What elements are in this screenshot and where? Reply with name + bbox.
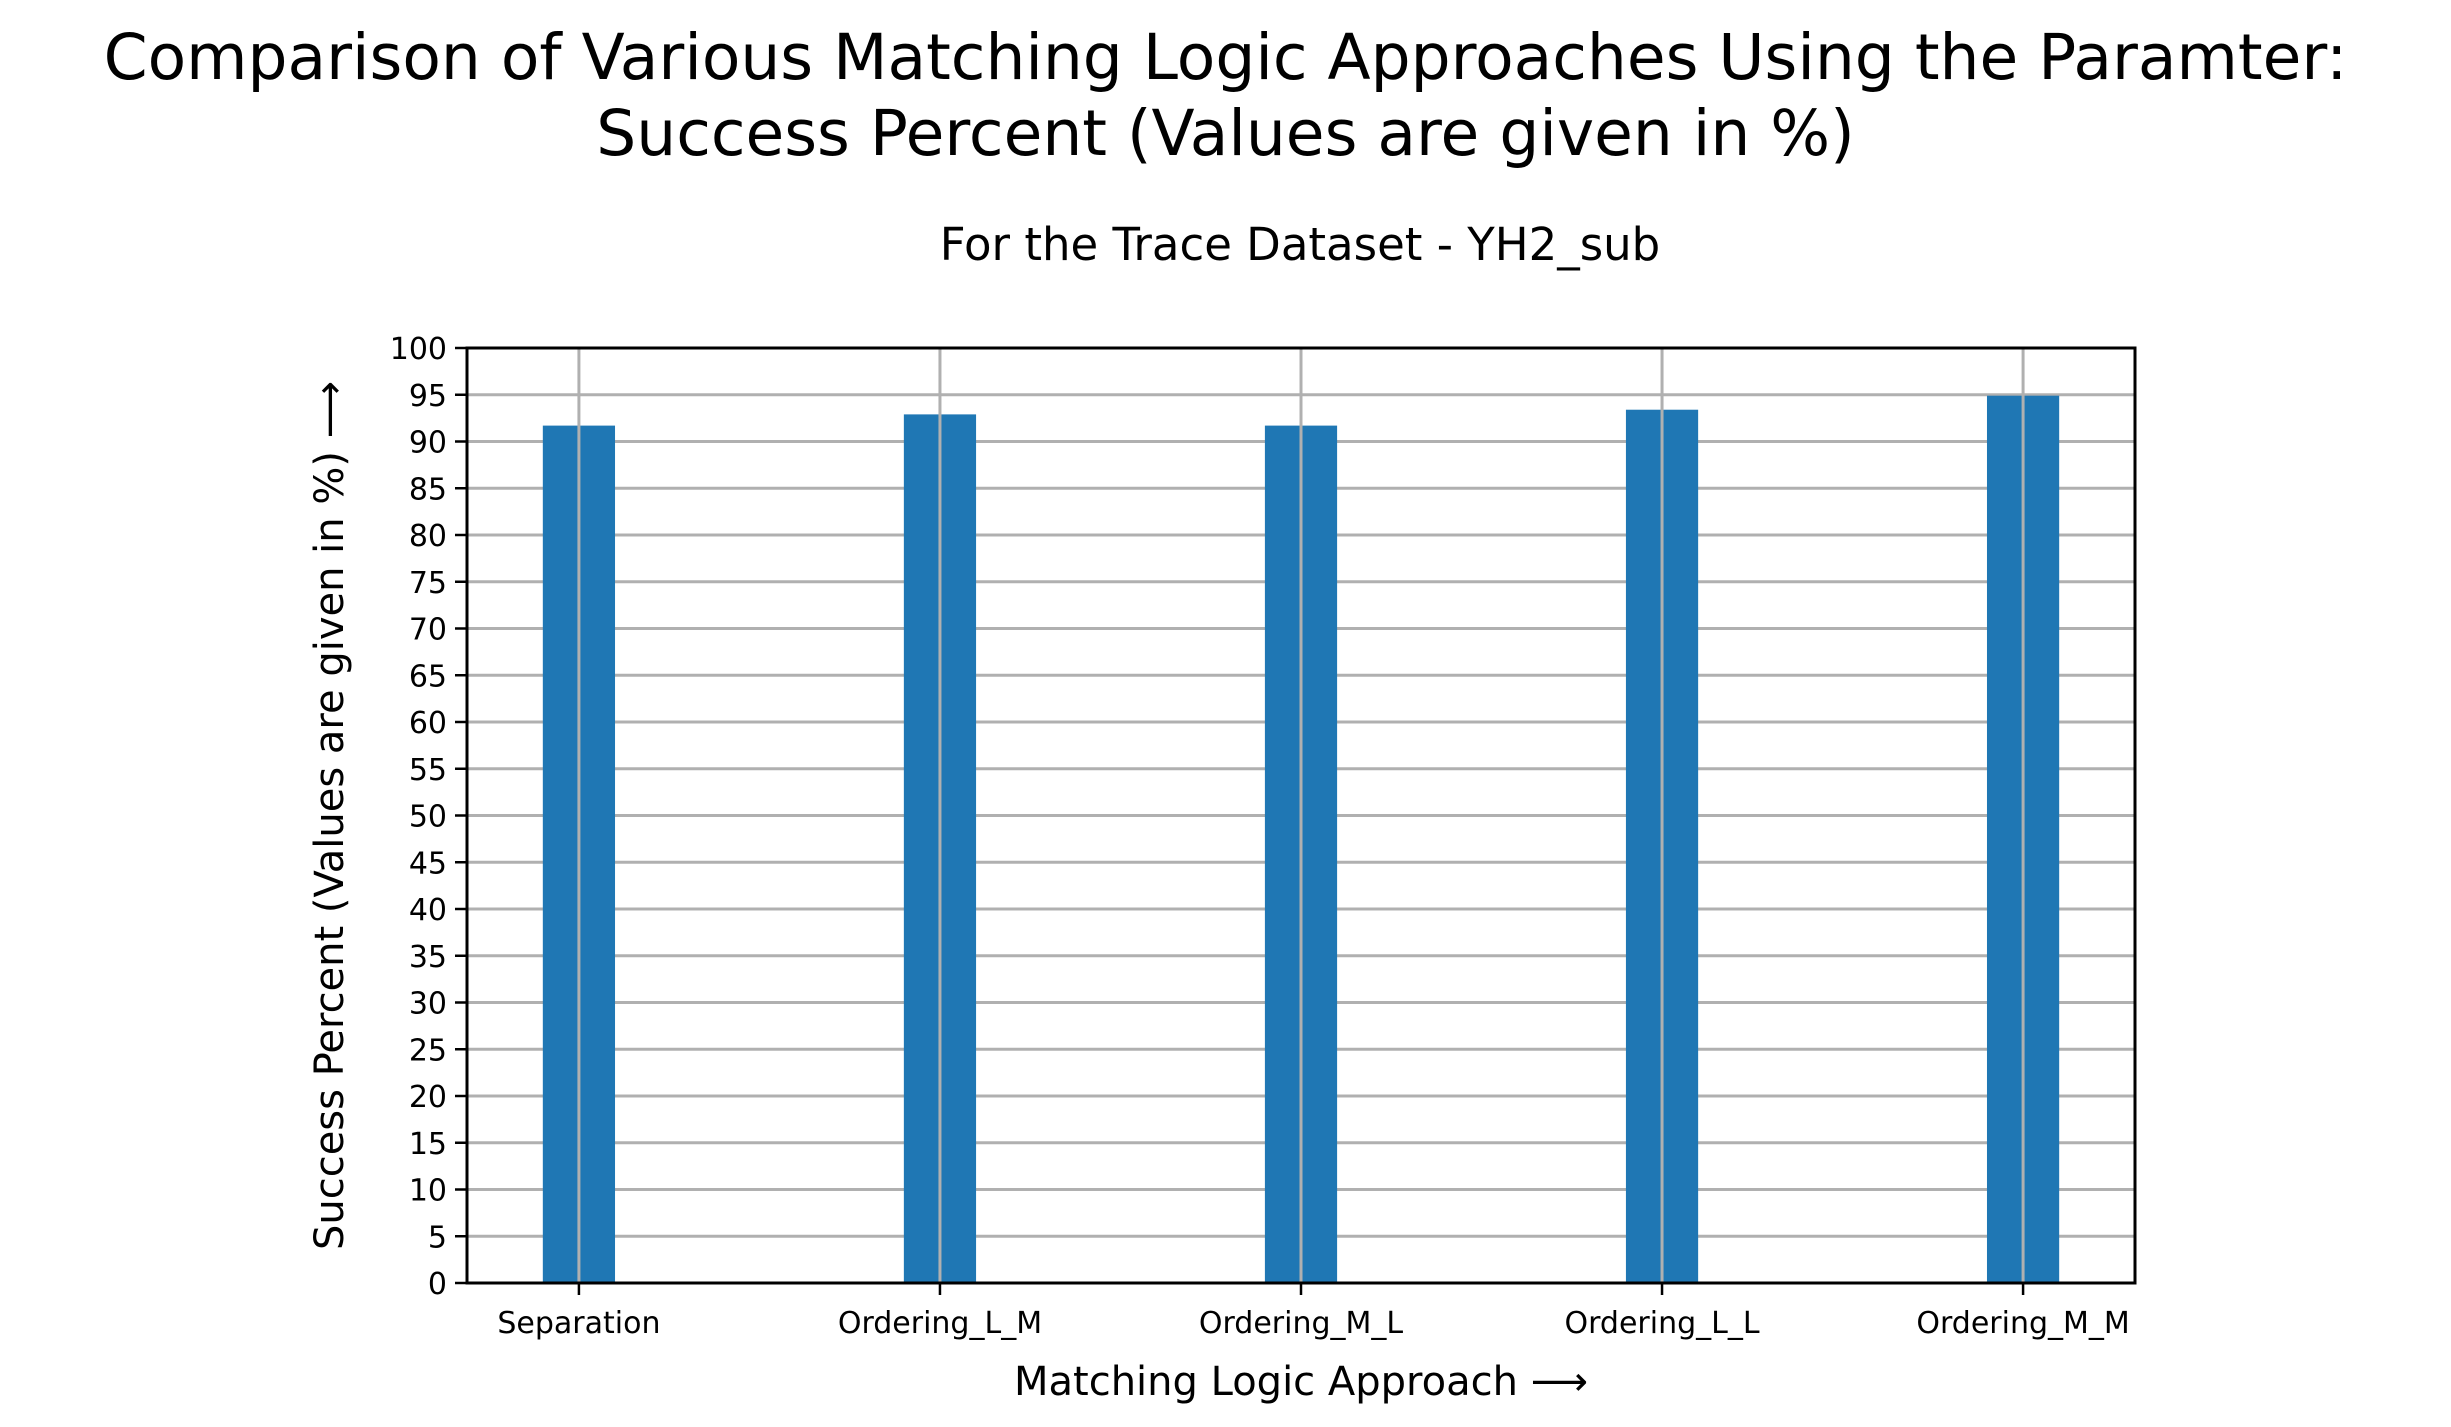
y-tick-label: 80 [409, 519, 447, 554]
y-axis-label: Success Percent (Values are given in %) … [307, 381, 353, 1250]
y-tick-label: 0 [428, 1267, 447, 1302]
y-tick-label: 35 [409, 940, 447, 975]
y-tick-label: 90 [409, 426, 447, 461]
chart-subtitle: For the Trace Dataset - YH2_sub [939, 218, 1661, 271]
x-axis-label: Matching Logic Approach ⟶ [1014, 1359, 1588, 1405]
y-tick-label: 75 [409, 566, 447, 601]
y-tick-label: 50 [409, 800, 447, 835]
y-tick-label: 95 [409, 379, 447, 414]
y-tick-label: 5 [428, 1220, 447, 1255]
y-tick-label: 30 [409, 987, 447, 1022]
x-tick-label: Ordering_L_M [838, 1306, 1042, 1341]
x-tick-label: Ordering_L_L [1564, 1306, 1759, 1341]
y-tick-label: 45 [409, 846, 447, 881]
y-tick-label: 25 [409, 1033, 447, 1068]
vertical-grid-layer [577, 348, 2025, 1283]
y-tick-label: 20 [409, 1080, 447, 1115]
y-tick-label: 85 [409, 472, 447, 507]
y-tick-label: 100 [390, 332, 447, 367]
y-ticks: 0 5 10 15 20 25 30 35 40 45 50 55 60 65 70 75 80 85 90 95 10… [390, 332, 467, 1302]
x-tick-label: Ordering_M_L [1199, 1306, 1404, 1341]
y-tick-label: 55 [409, 753, 447, 788]
y-tick-label: 10 [409, 1174, 447, 1209]
chart-title-line-1: Comparison of Various Matching Logic App… [103, 21, 2348, 94]
y-tick-label: 70 [409, 613, 447, 648]
y-tick-label: 65 [409, 659, 447, 694]
y-tick-label: 40 [409, 893, 447, 928]
y-tick-label: 15 [409, 1127, 447, 1162]
x-tick-label: Ordering_M_M [1916, 1306, 2129, 1341]
chart-title-line-2: Success Percent (Values are given in %) [596, 97, 1855, 170]
x-tick-label: Separation [497, 1306, 660, 1341]
x-ticks: Separation Ordering_L_M Ordering_M_L Orderi… [497, 1283, 2130, 1341]
y-tick-label: 60 [409, 706, 447, 741]
